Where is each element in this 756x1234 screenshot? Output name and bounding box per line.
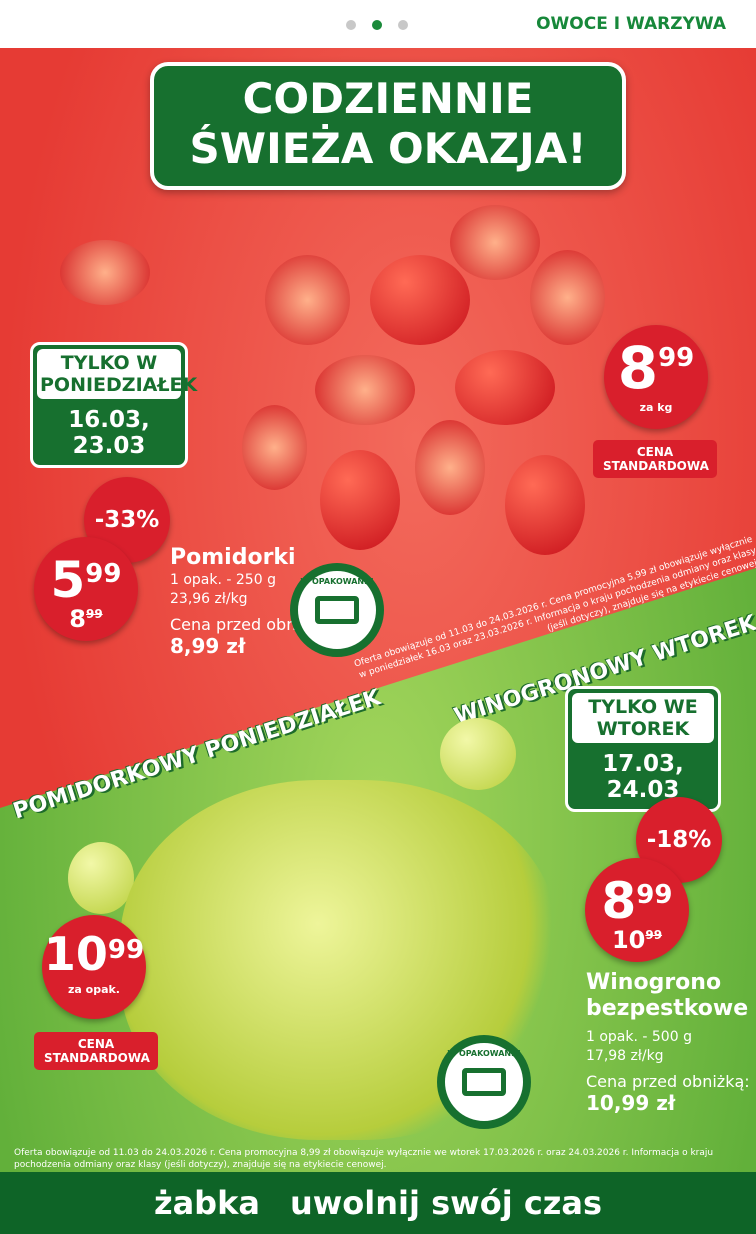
carousel-dot-1[interactable] <box>346 20 356 30</box>
product-pack: 1 opak. - 250 g <box>170 572 276 588</box>
tomato-image <box>370 255 470 345</box>
grape-standard-price: 1099 za opak. <box>42 915 146 1019</box>
grape-image <box>440 718 516 790</box>
price-cents: 99 <box>107 935 145 965</box>
headline-banner: CODZIENNIE ŚWIEŻA OKAZJA! <box>150 62 626 190</box>
old-price-main: 8 <box>69 605 86 633</box>
carousel-dot-3[interactable] <box>398 20 408 30</box>
zabka-logo[interactable]: żabka <box>153 1184 260 1222</box>
tomato-half-image <box>450 205 540 280</box>
product-pack: 1 opak. - 500 g <box>586 1029 692 1045</box>
package-badge: W OPAKOWANIU <box>290 563 384 657</box>
footer-bar: żabka uwolnij swój czas <box>0 1172 756 1234</box>
day-tag-dates: 16.03, 23.03 <box>68 407 150 459</box>
package-badge-text: W OPAKOWANIU <box>447 1049 521 1058</box>
standard-price-label: CENA STANDARDOWA <box>34 1032 158 1070</box>
old-price-cents: 99 <box>645 928 663 942</box>
package-badge-text: W OPAKOWANIU <box>300 577 374 586</box>
price-main: 10 <box>43 927 108 981</box>
before-price-label: Cena przed obniżką: <box>586 1072 750 1091</box>
tomato-half-image <box>415 420 485 515</box>
standard-price-label: CENA STANDARDOWA <box>593 440 717 478</box>
tuesday-only-tag: TYLKO WE WTOREK 17.03, 24.03 <box>565 686 721 812</box>
tomato-half-image <box>315 355 415 425</box>
price-main: 5 <box>50 551 86 609</box>
carousel-dot-2[interactable] <box>372 20 382 30</box>
product-unit-price: 17,98 zł/kg <box>586 1048 664 1064</box>
price-cents: 99 <box>85 559 122 589</box>
before-price: 10,99 zł <box>586 1091 676 1115</box>
tomato-image <box>320 450 400 550</box>
price-cents: 99 <box>636 880 673 910</box>
day-tag-title: TYLKO W PONIEDZIAŁEK <box>37 349 197 399</box>
grape-product-info: Winogrono bezpestkowe 1 opak. - 500 g 17… <box>586 970 750 1115</box>
tomato-half-image <box>530 250 605 345</box>
product-name: Pomidorki <box>170 545 296 570</box>
basket-icon <box>462 1068 506 1096</box>
tomato-image <box>455 350 555 425</box>
price-main: 8 <box>601 872 637 930</box>
slogan: uwolnij swój czas <box>289 1184 603 1222</box>
grape-legal-text: Oferta obowiązuje od 11.03 do 24.03.2026… <box>14 1148 714 1170</box>
price-cents: 99 <box>658 343 695 373</box>
price-main: 8 <box>617 334 659 402</box>
product-name: Winogrono bezpestkowe <box>586 970 749 1021</box>
category-title: OWOCE I WARZYWA <box>536 14 726 34</box>
tomato-half-image <box>265 255 350 345</box>
old-price-main: 10 <box>611 926 646 954</box>
price-unit: za opak. <box>67 983 120 996</box>
product-unit-price: 23,96 zł/kg <box>170 591 248 607</box>
day-tag-title: TYLKO WE WTOREK <box>572 693 714 743</box>
price-unit: za kg <box>639 401 673 414</box>
before-price: 8,99 zł <box>170 634 246 658</box>
headline-line-1: CODZIENNIE <box>242 74 534 123</box>
grape-promo-price: 899 1099 <box>585 858 689 962</box>
basket-icon <box>315 596 359 624</box>
tomato-half-image <box>60 240 150 305</box>
tomato-standard-price: 899 za kg <box>604 325 708 429</box>
tomato-image <box>505 455 585 555</box>
monday-only-tag: TYLKO W PONIEDZIAŁEK 16.03, 23.03 <box>30 342 197 468</box>
package-badge: W OPAKOWANIU <box>437 1035 531 1129</box>
tomato-half-image <box>242 405 307 490</box>
headline-line-2: ŚWIEŻA OKAZJA! <box>189 124 587 173</box>
old-price-cents: 99 <box>86 607 103 621</box>
tomato-product-info: Pomidorki 1 opak. - 250 g 23,96 zł/kg Ce… <box>170 545 334 658</box>
grape-image <box>68 842 134 914</box>
tomato-promo-price: 599 899 <box>34 537 138 641</box>
